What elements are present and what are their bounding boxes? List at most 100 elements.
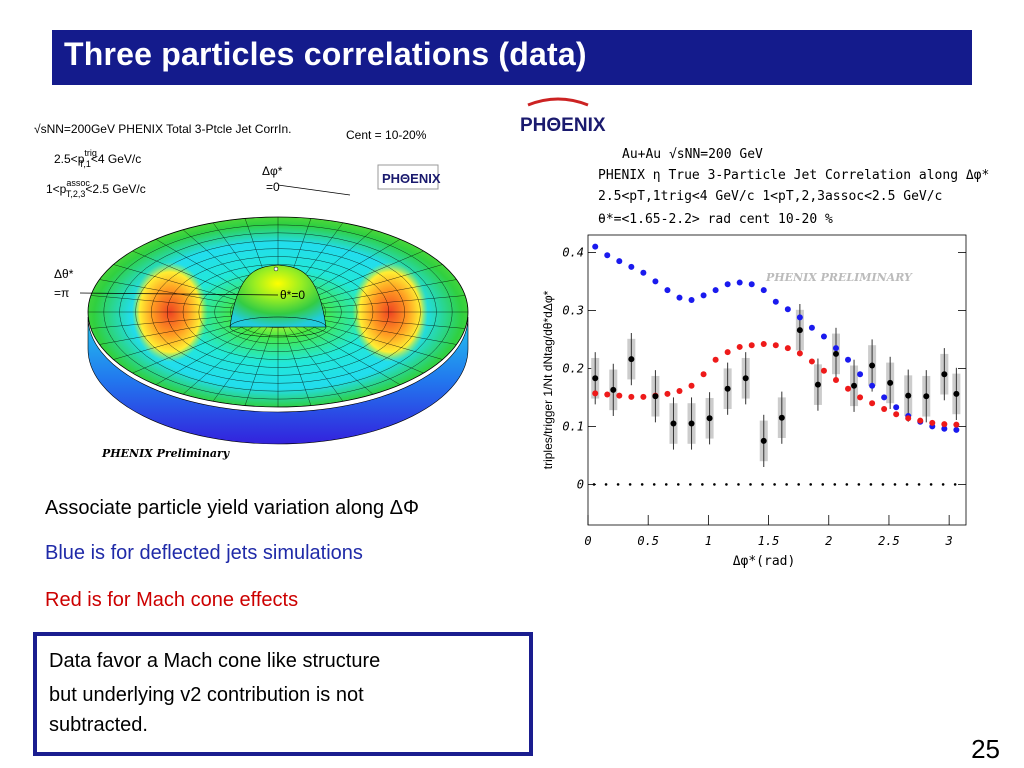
zero-line-dot — [689, 483, 692, 486]
x-tick-label: 0.5 — [637, 534, 659, 548]
slide-title-bar — [52, 30, 972, 85]
data-point-series-3 — [905, 392, 912, 399]
data-point-series-1 — [808, 324, 815, 331]
data-point-series-1 — [724, 281, 731, 288]
page-number: 25 — [971, 734, 1000, 764]
bullet-blue: Blue is for deflected jets simulations — [45, 542, 363, 564]
data-point-series-2 — [784, 345, 791, 352]
x-axis-label: Δφ*(rad) — [733, 554, 796, 569]
right-header-2: PHENIX η True 3-Particle Jet Correlation… — [598, 168, 989, 183]
data-point-series-1 — [784, 306, 791, 313]
conclusion-box: Data favor a Mach cone like structure bu… — [33, 632, 533, 756]
right-chart-figure: PHΘENIX Au+Au √sNN=200 GeV PHENIX η True… — [518, 95, 998, 575]
dtheta-eq: =π — [54, 286, 69, 300]
data-point-series-3 — [742, 375, 749, 382]
data-point-series-1 — [688, 296, 695, 303]
zero-line-dot — [905, 483, 909, 486]
dtheta-arrow — [79, 292, 279, 296]
data-point-series-2 — [640, 393, 647, 400]
data-point-series-3 — [869, 362, 876, 369]
data-point-series-1 — [652, 278, 659, 285]
x-tick-label: 0 — [584, 534, 591, 548]
data-point-series-2 — [808, 358, 815, 365]
data-point-series-1 — [941, 425, 948, 432]
surface-mesh — [88, 217, 468, 407]
left-centrality: Cent = 10-20% — [346, 128, 427, 142]
right-header-3: 2.5<pT,1trig<4 GeV/c 1<pT,2,3assoc<2.5 G… — [598, 189, 942, 204]
data-point-series-2 — [796, 350, 803, 357]
zero-line-dot — [604, 483, 608, 486]
data-point-series-2 — [929, 419, 936, 426]
zero-line-dot — [953, 483, 957, 486]
bullet-yield: Associate particle yield variation along… — [45, 497, 419, 519]
data-point-series-3 — [923, 393, 930, 400]
zero-line-dot — [857, 483, 861, 486]
y-tick-label: 0.2 — [562, 361, 584, 375]
data-point-series-2 — [664, 390, 671, 397]
data-point-series-1 — [616, 258, 623, 265]
data-point-series-2 — [832, 377, 839, 383]
left-watermark: PHENIX Preliminary — [101, 447, 231, 460]
zero-line-dot — [701, 483, 704, 486]
zero-line-dot — [833, 483, 837, 486]
zero-line-dot — [821, 483, 825, 486]
correlation-chart: PHΘENIX Au+Au √sNN=200 GeV PHENIX η True… — [520, 97, 989, 569]
y-tick-label: 0.4 — [562, 245, 584, 259]
data-point-series-1 — [748, 281, 755, 288]
data-point-series-2 — [941, 421, 948, 428]
zero-line-dot — [761, 483, 764, 486]
data-point-series-1 — [881, 394, 888, 401]
zero-line-dot — [929, 483, 933, 486]
data-point-series-1 — [676, 294, 683, 301]
data-point-series-2 — [676, 388, 683, 395]
data-point-series-1 — [845, 356, 852, 363]
left-3d-surface-figure: √sNN=200GeV PHENIX Total 3-Ptcle Jet Cor… — [30, 117, 480, 472]
data-point-series-1 — [592, 243, 599, 250]
x-tick-label: 2.5 — [878, 534, 900, 548]
zero-line-dot — [749, 483, 752, 486]
data-point-series-2 — [881, 406, 888, 412]
theta-zero-label: θ*=0 — [280, 288, 305, 302]
data-point-series-2 — [893, 411, 900, 418]
zero-line-dot — [616, 483, 620, 486]
conclusion-line-1: Data favor a Mach cone like structure — [49, 650, 381, 672]
zero-line-dot — [713, 483, 716, 486]
plot-layer: 0 0.1 0.2 0.3 0.4 0 0.5 1 1.5 2 2.5 3 — [562, 243, 966, 548]
data-point-series-1 — [857, 371, 864, 378]
left-phenix-logo — [377, 164, 439, 190]
zero-line-dot — [893, 483, 897, 486]
zero-line-dot — [773, 483, 776, 486]
data-point-series-2 — [760, 341, 767, 348]
data-point-series-2 — [604, 391, 611, 398]
zero-line-dot — [785, 483, 788, 486]
data-point-series-2 — [616, 392, 623, 399]
data-point-series-1 — [628, 263, 635, 270]
data-point-series-3 — [796, 327, 803, 334]
y-tick-label: 0 — [577, 477, 584, 491]
data-point-series-1 — [869, 382, 876, 389]
data-point-series-1 — [700, 292, 707, 299]
data-point-series-3 — [760, 437, 767, 444]
data-point-series-3 — [887, 379, 894, 386]
conclusion-line-2: but underlying v2 contribution is not — [49, 684, 364, 706]
data-point-series-2 — [736, 343, 743, 350]
left-assoc-range: 1<passoc T,2,3<2.5 GeV/c — [46, 178, 146, 199]
dtheta-label: Δθ* — [54, 267, 74, 281]
data-point-series-1 — [604, 252, 611, 259]
dphi-arrow — [277, 184, 351, 196]
zero-line-dot — [652, 483, 656, 486]
data-point-series-3 — [851, 382, 858, 389]
zero-line-dot — [737, 483, 740, 486]
data-point-series-2 — [869, 400, 876, 407]
zero-line-dot — [881, 483, 885, 486]
x-tick-label: 3 — [945, 534, 953, 548]
data-point-series-2 — [917, 417, 924, 424]
left-header: √sNN=200GeV PHENIX Total 3-Ptcle Jet Cor… — [34, 122, 291, 136]
data-point-series-1 — [772, 298, 779, 305]
data-point-series-2 — [592, 390, 599, 397]
dphi-eq: =0 — [266, 180, 280, 194]
data-point-series-2 — [700, 371, 707, 378]
mesh-spoke — [277, 311, 312, 406]
